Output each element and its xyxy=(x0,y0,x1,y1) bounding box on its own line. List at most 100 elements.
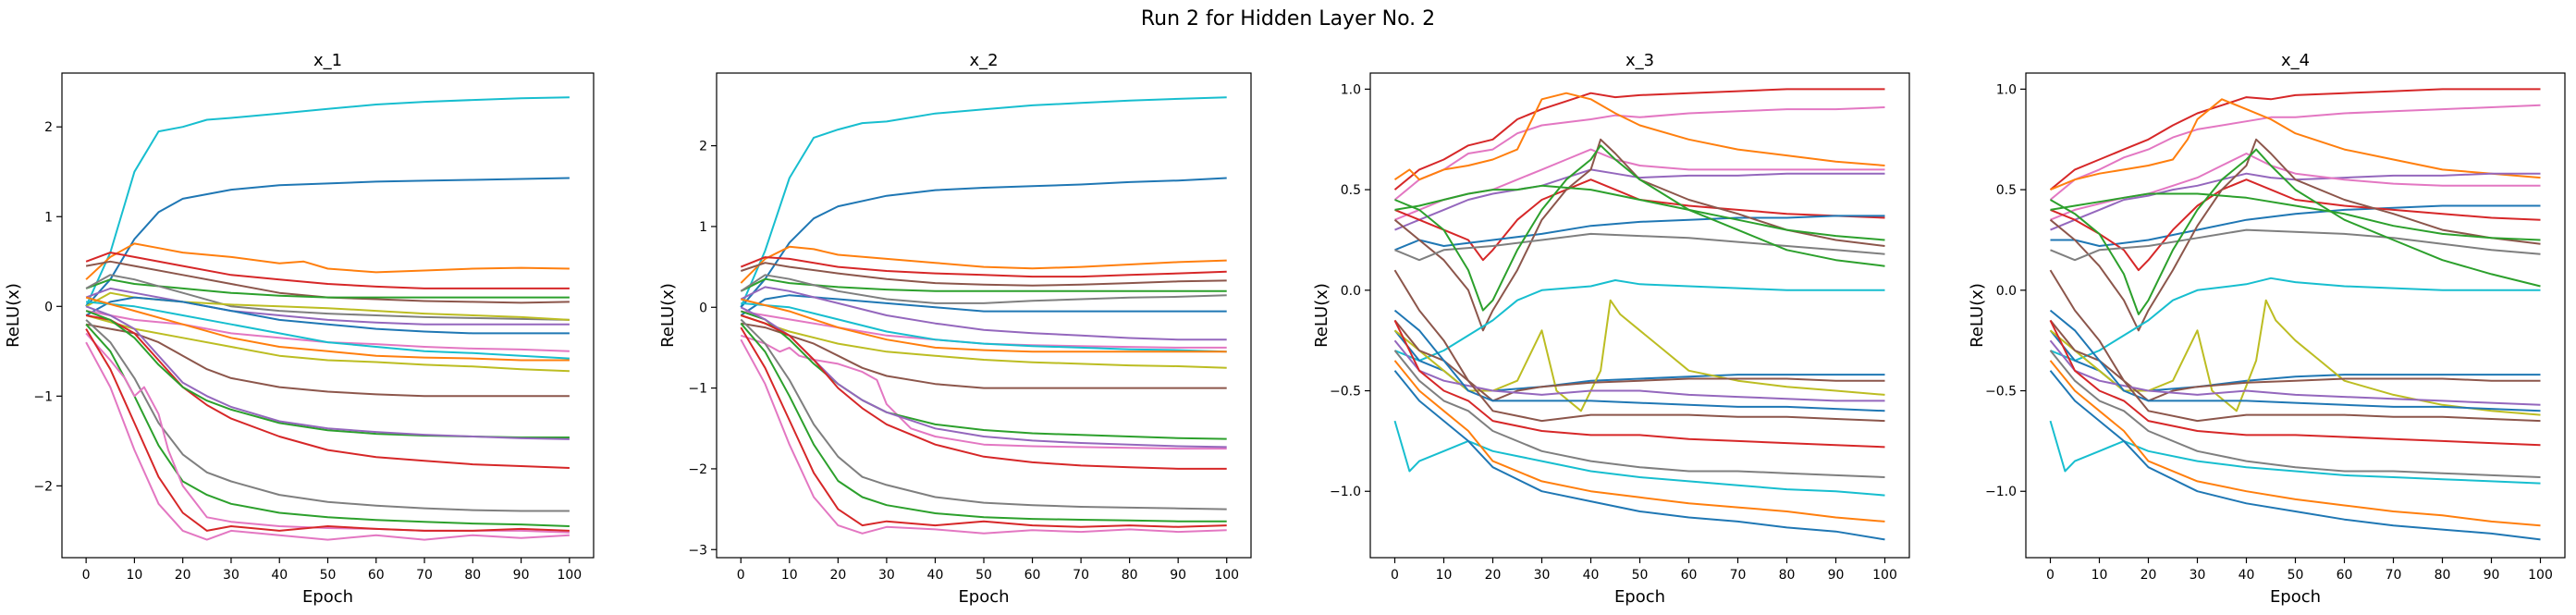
series-line xyxy=(2050,153,2541,221)
series-line xyxy=(2050,172,2541,231)
series-line xyxy=(2049,339,2541,406)
series-line xyxy=(2049,350,2541,478)
series-line xyxy=(85,324,570,527)
subplot-grid: 0 10 20 30 40 50 60 70 80 90 100−2−1012x_1EpochReL… xyxy=(4,51,2566,607)
x-tick-label: 100 xyxy=(557,568,582,583)
series-line xyxy=(1393,370,1885,541)
series-line xyxy=(1394,279,1885,362)
series-line xyxy=(85,296,570,335)
subplot-title: x_3 xyxy=(1625,51,1654,70)
series-line xyxy=(86,301,570,360)
y-tick-label: 0.5 xyxy=(1996,183,2017,198)
series-line xyxy=(85,341,570,541)
series-line xyxy=(1393,309,1885,412)
series-line xyxy=(2050,178,2541,272)
x-tick-label: 70 xyxy=(1073,568,1089,583)
series-line xyxy=(740,334,1227,450)
series-line xyxy=(2049,370,2541,541)
subplot-title: x_2 xyxy=(969,51,998,70)
series-line xyxy=(2049,299,2541,416)
x-tick-label: 80 xyxy=(1779,568,1796,583)
x-tick-label: 30 xyxy=(223,568,239,583)
series-line xyxy=(85,323,570,398)
series-line xyxy=(1393,138,1885,332)
y-tick-label: −0.5 xyxy=(1985,385,2017,400)
x-tick-label: 50 xyxy=(1632,568,1649,583)
series-line xyxy=(1394,148,1885,221)
x-tick-label: 100 xyxy=(2528,568,2553,583)
series-line xyxy=(1393,350,1885,478)
series-line xyxy=(740,262,1227,287)
series-line xyxy=(2049,319,2541,447)
series-line xyxy=(85,291,570,321)
subplot-title: x_4 xyxy=(2281,51,2310,70)
y-tick-label: 2 xyxy=(44,120,53,135)
subplot-1: 0 10 20 30 40 50 60 70 80 90 100 −2 −1 0 1 2 x_1 Epoch ReL… xyxy=(4,51,595,607)
y-tick-label: 0.0 xyxy=(1341,284,1361,299)
x-tick-label: 60 xyxy=(1024,568,1041,583)
series-line xyxy=(2050,228,2541,262)
series-line xyxy=(740,294,1227,316)
series-line xyxy=(1394,144,1885,312)
x-tick-label: 70 xyxy=(2386,568,2402,583)
series-line xyxy=(85,314,570,469)
series-line xyxy=(2050,148,2541,315)
x-tick-label: 80 xyxy=(464,568,481,583)
series-line xyxy=(85,287,570,326)
x-tick-label: 20 xyxy=(829,568,846,583)
series-line xyxy=(85,305,570,440)
y-axis-label: ReLU(x) xyxy=(1312,283,1331,348)
subplot-title: x_1 xyxy=(313,51,342,70)
x-tick-label: 30 xyxy=(2190,568,2206,583)
series-line xyxy=(2049,309,2541,412)
series-line xyxy=(1393,360,1885,523)
series-line xyxy=(740,256,1227,278)
series-line xyxy=(2049,104,2541,201)
series-line xyxy=(741,301,1227,353)
y-axis-label: ReLU(x) xyxy=(1968,283,1987,348)
series-line xyxy=(740,318,1227,510)
x-tick-label: 10 xyxy=(781,568,798,583)
y-axis-label: ReLU(x) xyxy=(658,283,678,348)
y-tick-label: −1 xyxy=(688,382,707,397)
series-line xyxy=(2050,204,2541,247)
series-line xyxy=(2050,98,2541,191)
series-line xyxy=(740,323,1227,523)
series-line xyxy=(1394,184,1885,241)
y-tick-label: −0.5 xyxy=(1330,385,1361,400)
series-line xyxy=(1393,339,1885,402)
series-line xyxy=(85,260,570,304)
x-tick-label: 20 xyxy=(1485,568,1502,583)
series-line xyxy=(2049,360,2541,527)
x-axis-label: Epoch xyxy=(958,587,1009,607)
series-line xyxy=(740,277,1227,292)
x-tick-label: 10 xyxy=(1436,568,1453,583)
x-tick-label: 20 xyxy=(2141,568,2157,583)
series-line xyxy=(85,274,570,321)
x-tick-label: 50 xyxy=(320,568,337,583)
x-tick-label: 70 xyxy=(416,568,433,583)
series-line xyxy=(2049,319,2541,402)
series-line xyxy=(1393,92,1885,181)
series-line xyxy=(740,326,1227,528)
series-line xyxy=(85,177,570,307)
x-tick-label: 20 xyxy=(175,568,191,583)
x-tick-label: 60 xyxy=(1681,568,1698,583)
x-tick-label: 30 xyxy=(1534,568,1551,583)
x-axis-label: Epoch xyxy=(1614,587,1665,607)
x-tick-label: 90 xyxy=(1828,568,1845,583)
y-tick-label: 1 xyxy=(699,220,707,235)
series-line xyxy=(1393,420,1885,497)
series-line xyxy=(2050,192,2541,241)
series-line xyxy=(85,96,570,307)
y-tick-label: 0 xyxy=(44,300,53,314)
x-tick-label: 90 xyxy=(513,568,530,583)
y-tick-label: 1 xyxy=(44,210,53,225)
series-line xyxy=(740,306,1227,449)
series-line xyxy=(1393,319,1885,402)
series-group xyxy=(740,96,1227,535)
x-tick-label: 70 xyxy=(1730,568,1747,583)
series-group xyxy=(1393,88,1885,541)
series-line xyxy=(1393,269,1885,423)
